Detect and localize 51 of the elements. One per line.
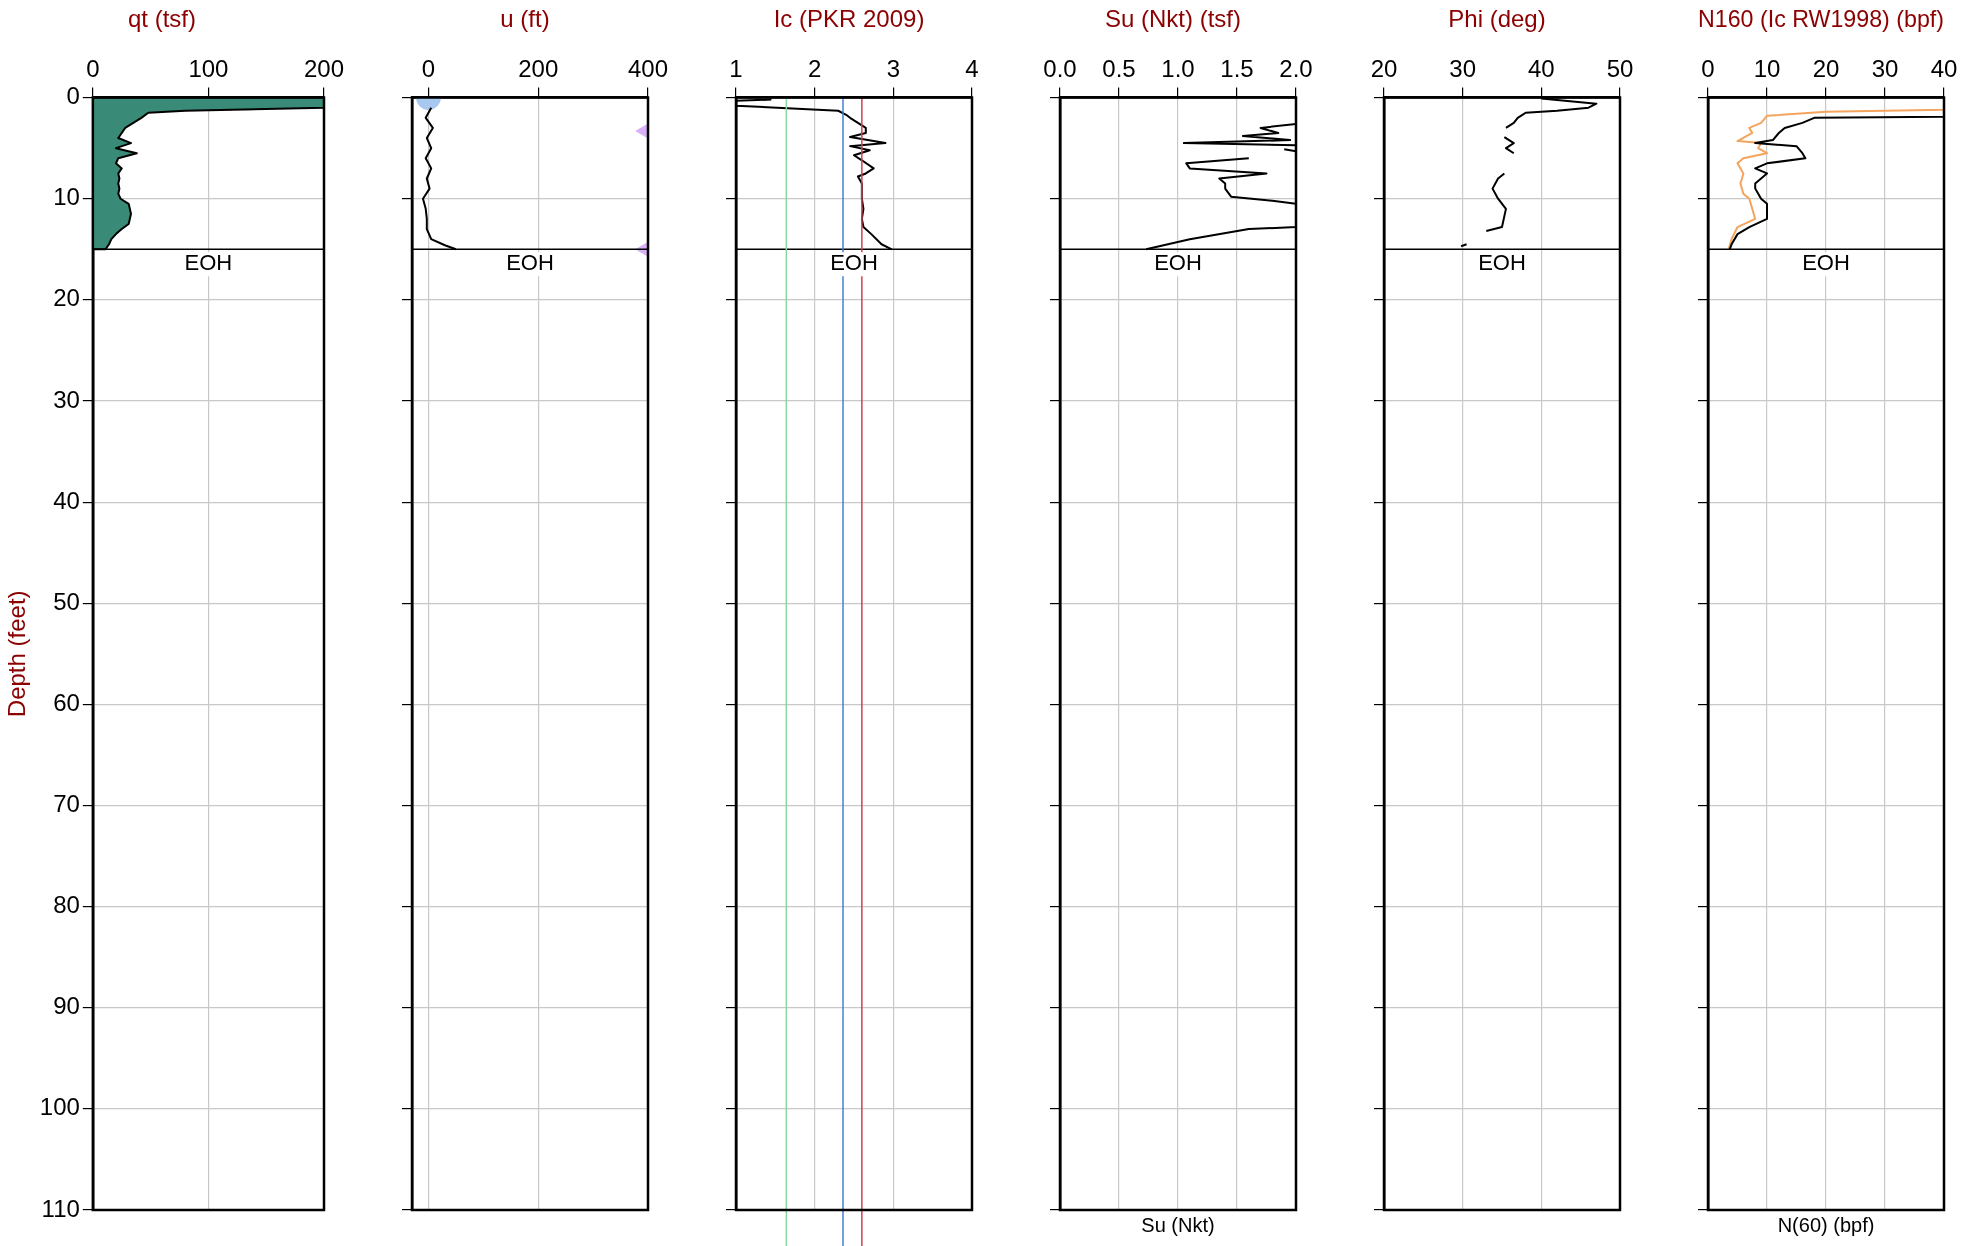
x-tick-label: 2.0: [1279, 54, 1313, 82]
ref-line-label: EOH: [830, 250, 878, 276]
x-tick-label: 100: [188, 54, 229, 82]
x-tick-label: 4: [965, 54, 979, 82]
chart-title: Su (Nkt) (tsf): [1105, 5, 1241, 33]
ref-line-label: EOH: [1802, 250, 1850, 276]
x-tick-label: 0: [1701, 54, 1715, 82]
x-tick-label: 40: [1930, 54, 1958, 82]
y-tick-label: 30: [53, 385, 80, 413]
x-tick-label: 400: [627, 54, 669, 82]
x-tick-label: 40: [1527, 54, 1555, 82]
y-tick-label: 90: [53, 992, 80, 1020]
x-tick-label: 1.5: [1220, 54, 1254, 82]
y-axis-title: Depth (feet): [3, 590, 31, 718]
y-tick-label: 60: [53, 688, 80, 716]
ref-line-label: EOH: [506, 250, 554, 276]
x-tick-label: 0: [421, 54, 436, 82]
y-tick-label: 110: [41, 1194, 80, 1222]
ref-line-label: EOH: [1478, 250, 1526, 276]
x-tick-label: 1: [729, 54, 743, 82]
ref-line-label: EOH: [1154, 250, 1202, 276]
chart-title: qt (tsf): [127, 5, 197, 33]
x-tick-label: 50: [1606, 54, 1634, 82]
y-tick-label: 100: [39, 1093, 80, 1121]
x-tick-label: 30: [1871, 54, 1899, 82]
x-tick-label: 20: [1812, 54, 1840, 82]
chart-title: Ic (PKR 2009): [773, 5, 925, 33]
x-tick-label: 200: [518, 54, 559, 82]
x-tick-label: 10: [1753, 54, 1781, 82]
y-tick-label: 40: [53, 486, 80, 514]
chart-title: Phi (deg): [1448, 5, 1546, 33]
x-tick-label: 3: [886, 54, 901, 82]
x-tick-label: 0.0: [1043, 54, 1077, 82]
x-axis-title: N(60) (bpf): [1777, 1213, 1875, 1236]
ref-line-label: EOH: [184, 250, 233, 276]
y-tick-label: 50: [53, 587, 80, 615]
chart-title: u (ft): [500, 5, 550, 33]
x-tick-label: 0: [86, 54, 100, 82]
x-tick-label: 1.0: [1161, 54, 1195, 82]
y-tick-label: 0: [66, 82, 80, 110]
x-tick-label: 2: [807, 54, 822, 82]
x-tick-label: 200: [303, 54, 345, 82]
y-tick-label: 70: [53, 790, 80, 818]
x-tick-label: 20: [1370, 54, 1398, 82]
x-tick-label: 0.5: [1102, 54, 1136, 82]
x-tick-label: 30: [1449, 54, 1477, 82]
y-tick-label: 20: [53, 284, 80, 312]
y-tick-label: 80: [53, 891, 80, 919]
y-tick-label: 10: [53, 183, 80, 211]
chart-title: N160 (Ic RW1998) (bpf): [1698, 5, 1944, 33]
x-axis-title: Su (Nkt): [1141, 1213, 1215, 1236]
